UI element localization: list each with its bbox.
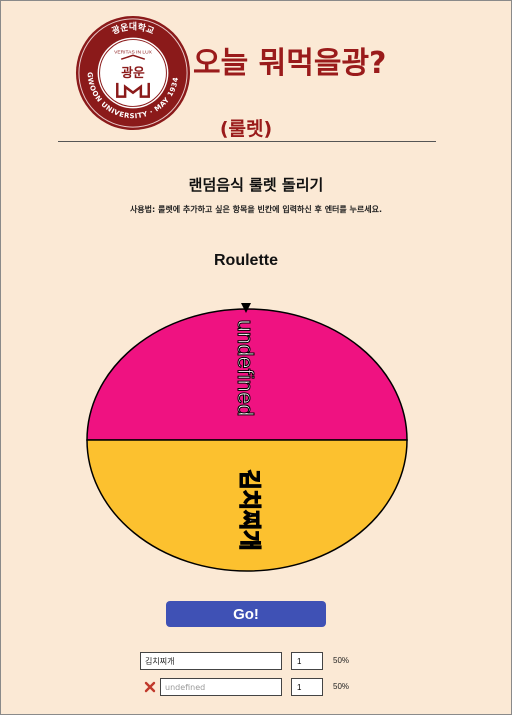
- wheel-label-undefined: undefined: [233, 320, 258, 417]
- item-name-input[interactable]: [140, 652, 282, 670]
- roulette-heading: Roulette: [214, 252, 278, 269]
- header-divider: [58, 141, 436, 142]
- wheel-segment-undefined: [86, 308, 408, 441]
- item-weight-input[interactable]: [291, 678, 323, 696]
- seal-top-text: 광운대학교: [110, 21, 156, 37]
- wheel-segment-kimchi-jjigae: [86, 439, 408, 572]
- header: KWANGWOON UNIVERSITY · MAY 1934 SEOUL 광운…: [0, 0, 512, 150]
- seal-center-text: 광운: [121, 66, 145, 81]
- page-subtitle-text: (룰렛): [219, 118, 273, 140]
- page-title: 오늘 뭐먹을광?: [193, 46, 387, 81]
- item-percent: 50%: [333, 656, 350, 665]
- roulette-wheel[interactable]: undefined 김치찌개: [84, 300, 410, 576]
- seal-motto: VERITAS IN LUX: [114, 49, 153, 55]
- page-subtitle: (룰렛): [0, 114, 512, 141]
- item-percent: 50%: [333, 682, 350, 691]
- triangle-down-icon: [241, 303, 251, 313]
- go-button[interactable]: Go!: [166, 601, 326, 627]
- svg-text:광운대학교: 광운대학교: [110, 21, 156, 37]
- section-title: 랜덤음식 룰렛 돌리기: [188, 176, 324, 194]
- item-row: 50%: [0, 678, 512, 698]
- wheel-label-kimchi-jjigae: 김치찌개: [236, 470, 261, 551]
- item-weight-input[interactable]: [291, 652, 323, 670]
- item-name-input[interactable]: [160, 678, 282, 696]
- university-seal-icon: KWANGWOON UNIVERSITY · MAY 1934 SEOUL 광운…: [74, 14, 191, 131]
- instructions-text: 사용법: 룰렛에 추가하고 싶은 항목을 빈칸에 입력하신 후 엔터를 누르세요…: [129, 205, 383, 214]
- close-x-icon[interactable]: [144, 681, 156, 693]
- item-row: 50%: [0, 652, 512, 672]
